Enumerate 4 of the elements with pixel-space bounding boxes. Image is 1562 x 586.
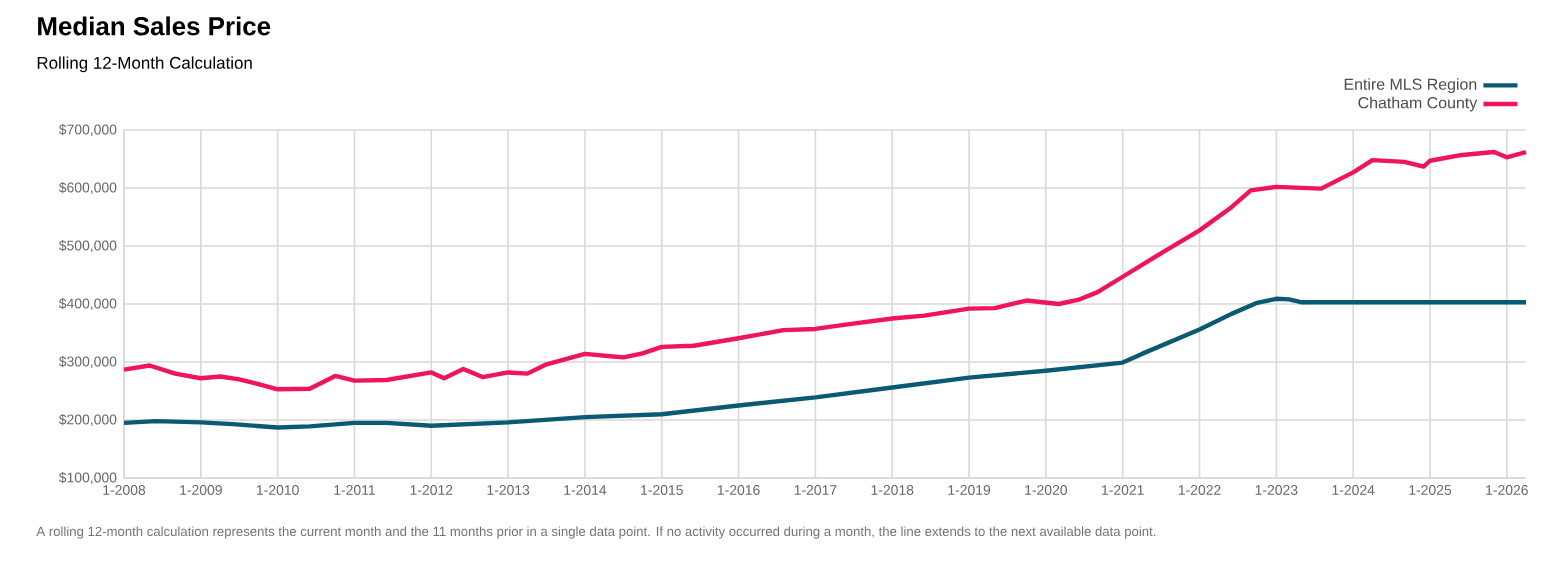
line-series xyxy=(121,296,1529,430)
chart-subtitle: Rolling 12-Month Calculation xyxy=(37,56,252,73)
line-series xyxy=(121,149,1529,392)
chart-title: Median Sales Price xyxy=(38,16,271,36)
